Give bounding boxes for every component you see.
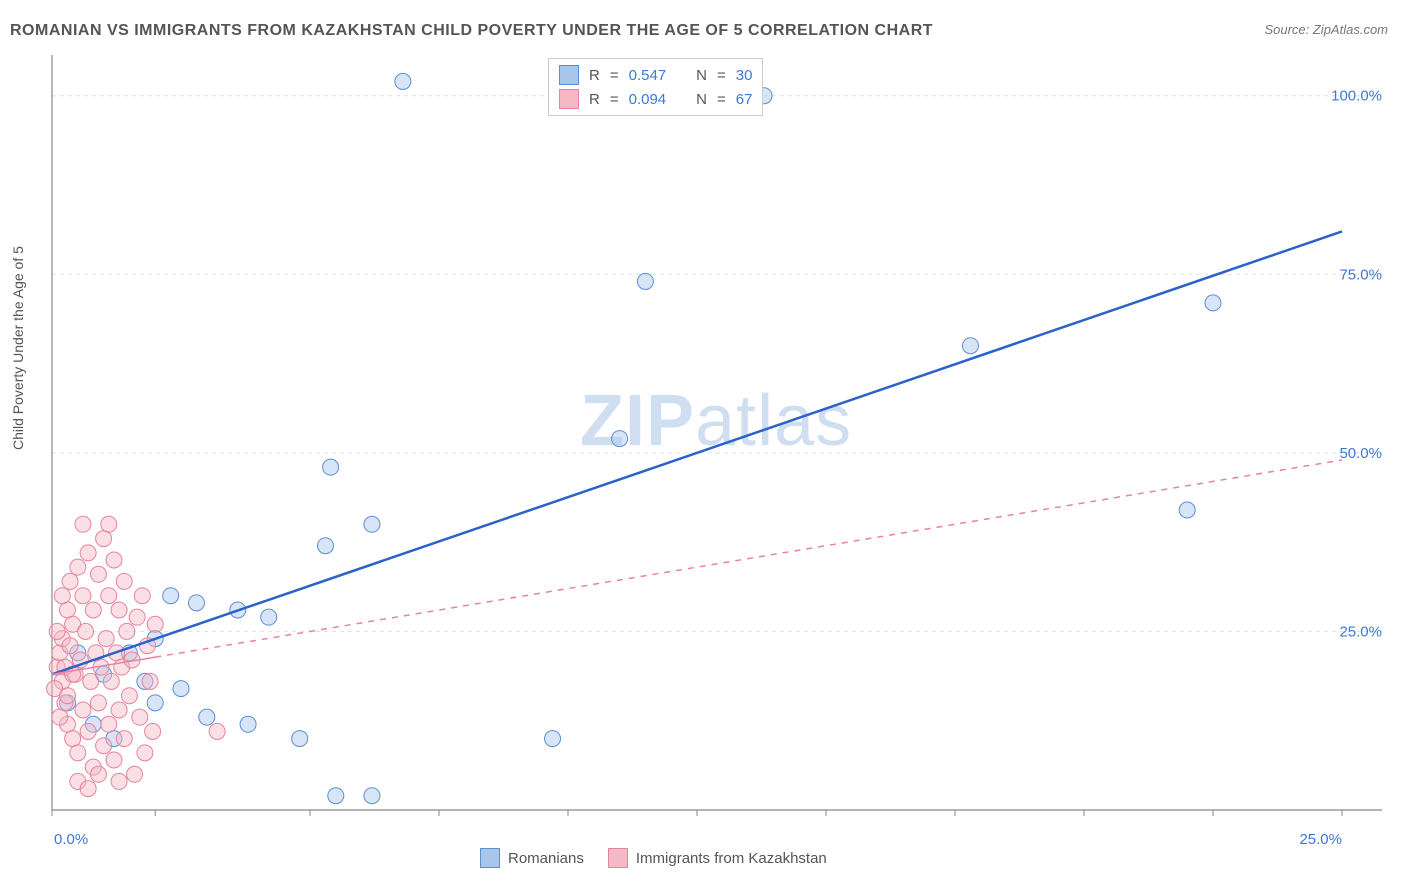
svg-text:25.0%: 25.0% xyxy=(1339,623,1382,640)
legend-r-value: 0.547 xyxy=(629,67,667,84)
svg-text:75.0%: 75.0% xyxy=(1339,266,1382,283)
legend-r-label: R xyxy=(589,91,600,108)
legend-r-label: R xyxy=(589,67,600,84)
source-label: Source: ZipAtlas.com xyxy=(1264,22,1388,37)
svg-text:50.0%: 50.0% xyxy=(1339,445,1382,462)
legend-item: Immigrants from Kazakhstan xyxy=(608,848,827,868)
svg-text:0.0%: 0.0% xyxy=(54,831,88,848)
legend-n-label: N xyxy=(696,91,707,108)
legend-swatch xyxy=(559,89,579,109)
series-legend: Romanians Immigrants from Kazakhstan xyxy=(480,848,827,868)
correlation-legend: R=0.547N=30R=0.094N=67 xyxy=(548,58,763,116)
legend-series-name: Immigrants from Kazakhstan xyxy=(636,850,827,867)
legend-row: R=0.547N=30 xyxy=(559,63,752,87)
legend-r-value: 0.094 xyxy=(629,91,667,108)
svg-text:100.0%: 100.0% xyxy=(1331,88,1382,105)
legend-swatch xyxy=(559,65,579,85)
legend-n-value: 67 xyxy=(736,91,753,108)
svg-text:25.0%: 25.0% xyxy=(1299,831,1342,848)
legend-series-name: Romanians xyxy=(508,850,584,867)
chart-title: ROMANIAN VS IMMIGRANTS FROM KAZAKHSTAN C… xyxy=(10,22,933,40)
scatter-chart: 25.0% 50.0% 75.0% 100.0% 0.0% 25.0% xyxy=(42,50,1388,850)
legend-n-label: N xyxy=(696,67,707,84)
legend-item: Romanians xyxy=(480,848,584,868)
y-axis-label: Child Poverty Under the Age of 5 xyxy=(10,246,26,450)
legend-swatch xyxy=(480,848,500,868)
legend-row: R=0.094N=67 xyxy=(559,87,752,111)
legend-n-value: 30 xyxy=(736,67,753,84)
legend-swatch xyxy=(608,848,628,868)
